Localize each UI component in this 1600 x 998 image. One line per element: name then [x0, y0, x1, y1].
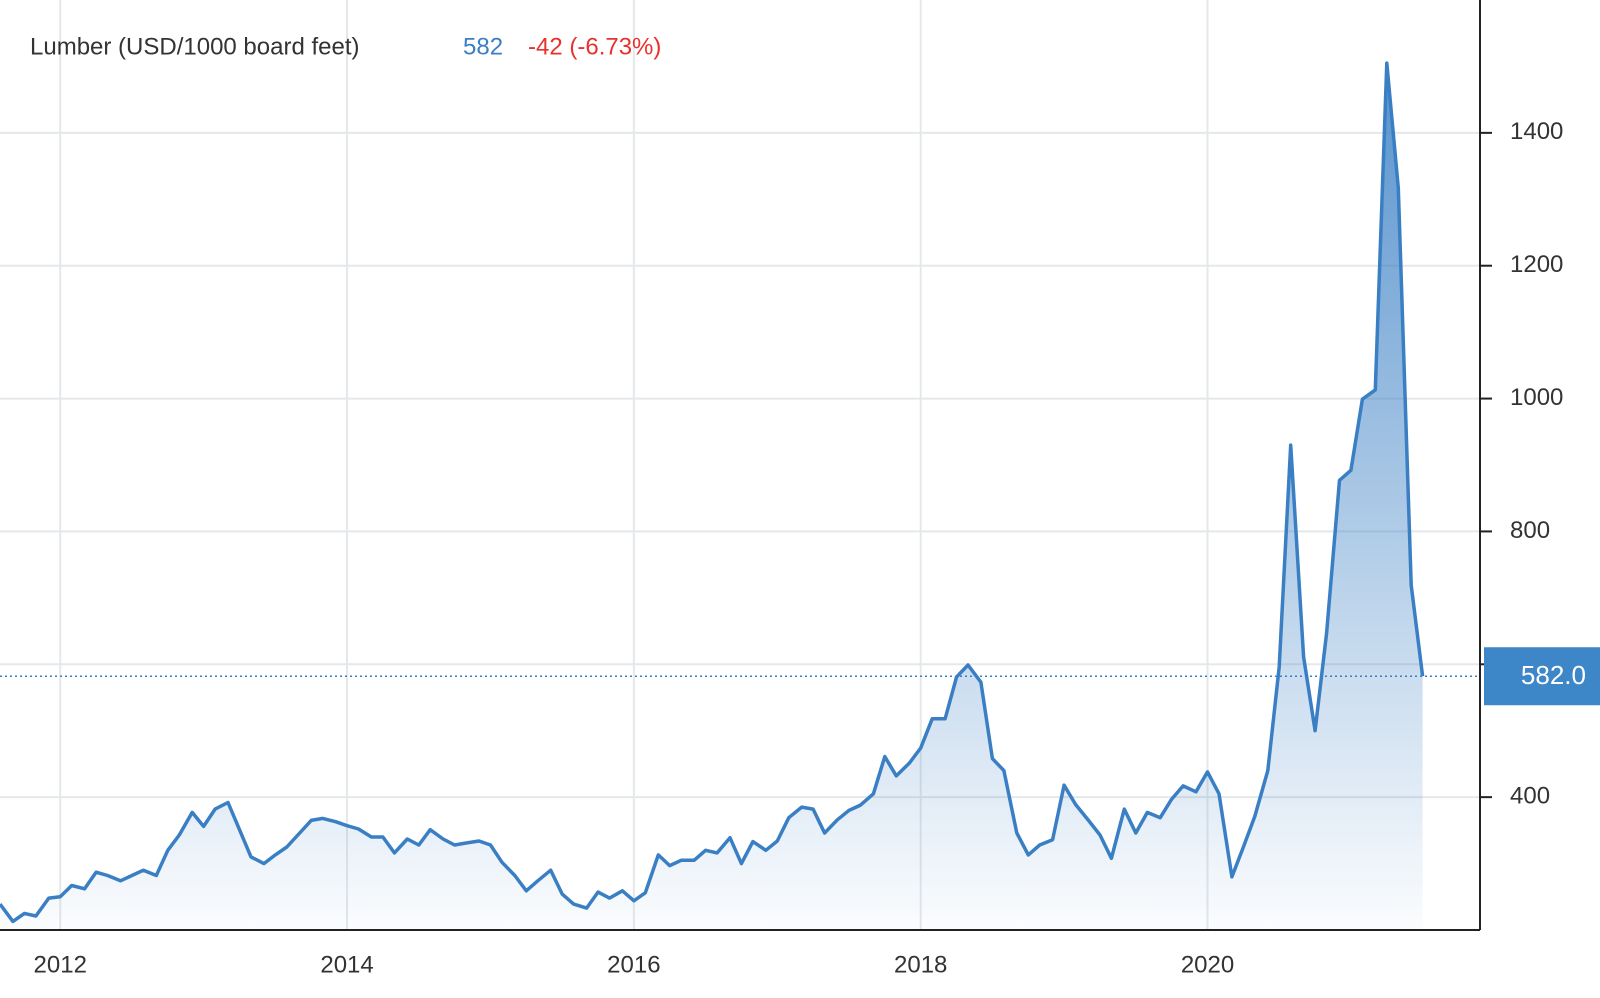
last-value-label: 582.0 [1521, 660, 1586, 690]
y-tick-label: 400 [1510, 782, 1550, 809]
x-tick-label: 2012 [34, 951, 87, 978]
area [0, 63, 1423, 931]
x-tick-label: 2018 [894, 951, 947, 978]
change: -42 (-6.73%) [528, 33, 661, 60]
plot [0, 61, 1425, 931]
y-tick-label: 800 [1510, 517, 1550, 544]
y-tick-label: 1200 [1510, 251, 1563, 278]
last-value-badge [1484, 647, 1600, 706]
x-tick-label: 2016 [607, 951, 660, 978]
y-tick-label: 1400 [1510, 118, 1563, 145]
chart-title: Lumber (USD/1000 board feet) [30, 33, 360, 60]
last-value: 582 [463, 33, 503, 60]
x-tick-label: 2020 [1181, 951, 1234, 978]
y-tick-label: 1000 [1510, 384, 1563, 411]
grid [0, 0, 1480, 930]
line [0, 61, 1425, 924]
x-tick-label: 2014 [320, 951, 373, 978]
